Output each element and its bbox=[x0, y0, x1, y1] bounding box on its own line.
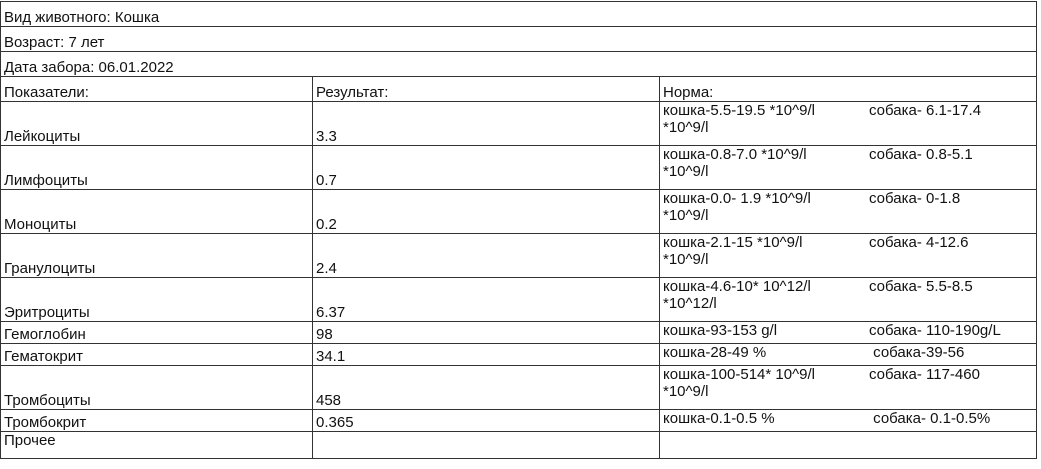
cat-norm: кошка-100-514* 10^9/l bbox=[663, 366, 815, 384]
result-value: 0.7 bbox=[312, 145, 660, 190]
cat-norm: кошка-2.1-15 *10^9/l bbox=[663, 234, 803, 252]
table-row: Моноциты 0.2 кошка-0.0- 1.9 *10^9/l собак… bbox=[0, 189, 1037, 234]
norm-cell: кошка-93-153 g/l собака- 110-190g/L bbox=[659, 321, 1037, 344]
norm-cell: кошка-2.1-15 *10^9/l собака- 4-12.6 *10^9/… bbox=[659, 233, 1037, 278]
table-row: Тромбоциты 458 кошка-100-514* 10^9/l соба… bbox=[0, 365, 1037, 410]
norm-cell: кошка-100-514* 10^9/l собака- 117-460 *10^… bbox=[659, 365, 1037, 410]
norm-unit: *10^12/l bbox=[663, 295, 717, 312]
cat-norm: кошка-0.8-7.0 *10^9/l bbox=[663, 146, 807, 164]
header-row: Показатели: Результат: Норма: bbox=[0, 76, 1037, 102]
dog-norm: собака- 0.8-5.1 bbox=[869, 146, 973, 164]
indicator-name: Лимфоциты bbox=[0, 145, 313, 190]
result-value: 0.2 bbox=[312, 189, 660, 234]
norm-cell: кошка-0.1-0.5 % собака- 0.1-0.5% bbox=[659, 409, 1037, 432]
norm-cell: кошка-0.0- 1.9 *10^9/l собака- 0-1.8 *10^9… bbox=[659, 189, 1037, 234]
dog-norm: собака- 5.5-8.5 bbox=[869, 278, 973, 296]
result-value: 3.3 bbox=[312, 101, 660, 146]
species-cell: Вид животного: Кошка bbox=[0, 1, 1037, 27]
date-cell: Дата забора: 06.01.2022 bbox=[0, 51, 1037, 77]
norm-unit: *10^9/l bbox=[663, 207, 709, 224]
age-cell: Возраст: 7 лет bbox=[0, 26, 1037, 52]
result-value: 0.365 bbox=[312, 409, 660, 432]
norm-unit: *10^9/l bbox=[663, 383, 709, 400]
header-norm: Норма: bbox=[659, 76, 1037, 102]
result-value: 2.4 bbox=[312, 233, 660, 278]
dog-norm: собака- 0.1-0.5% bbox=[869, 410, 991, 428]
table-row: Эритроциты 6.37 кошка-4.6-10* 10^12/l соб… bbox=[0, 277, 1037, 322]
dog-norm: собака- 4-12.6 bbox=[869, 234, 969, 252]
result-value: 458 bbox=[312, 365, 660, 410]
indicator-name: Тромбокрит bbox=[0, 409, 313, 432]
dog-norm: собака- 117-460 bbox=[869, 366, 980, 384]
header-indicator: Показатели: bbox=[0, 76, 313, 102]
cat-norm: кошка-5.5-19.5 *10^9/l bbox=[663, 102, 815, 120]
indicator-name: Моноциты bbox=[0, 189, 313, 234]
indicator-name: Лейкоциты bbox=[0, 101, 313, 146]
table-row: Тромбокрит 0.365 кошка-0.1-0.5 % собака-… bbox=[0, 409, 1037, 432]
indicator-name: Тромбоциты bbox=[0, 365, 313, 410]
table-row: Гематокрит 34.1 кошка-28-49 % собака-39-… bbox=[0, 343, 1037, 366]
dog-norm: собака- 0-1.8 bbox=[869, 190, 961, 208]
indicator-name: Гранулоциты bbox=[0, 233, 313, 278]
indicator-name: Прочее bbox=[0, 431, 313, 459]
dog-norm: собака- 6.1-17.4 bbox=[869, 102, 982, 120]
table-row: Лейкоциты 3.3 кошка-5.5-19.5 *10^9/l соба… bbox=[0, 101, 1037, 146]
result-value: 34.1 bbox=[312, 343, 660, 366]
norm-cell: кошка-4.6-10* 10^12/l собака- 5.5-8.5 *10^… bbox=[659, 277, 1037, 322]
table-row: Гемоглобин 98 кошка-93-153 g/l собака- 11… bbox=[0, 321, 1037, 344]
norm-cell bbox=[659, 431, 1037, 459]
result-value bbox=[312, 431, 660, 459]
blood-test-table: Вид животного: Кошка Возраст: 7 лет Дата… bbox=[0, 1, 1037, 459]
cat-norm: кошка-4.6-10* 10^12/l bbox=[663, 278, 811, 296]
dog-norm: собака- 110-190g/L bbox=[869, 322, 1001, 340]
norm-cell: кошка-28-49 % собака-39-56 bbox=[659, 343, 1037, 366]
result-value: 6.37 bbox=[312, 277, 660, 322]
norm-unit: *10^9/l bbox=[663, 119, 709, 136]
cat-norm: кошка-28-49 % bbox=[663, 344, 767, 362]
dog-norm: собака-39-56 bbox=[869, 344, 965, 362]
norm-unit: *10^9/l bbox=[663, 163, 709, 180]
table-row: Гранулоциты 2.4 кошка-2.1-15 *10^9/l соба… bbox=[0, 233, 1037, 278]
table-row: Лимфоциты 0.7 кошка-0.8-7.0 *10^9/l собак… bbox=[0, 145, 1037, 190]
norm-cell: кошка-5.5-19.5 *10^9/l собака- 6.1-17.4 *1… bbox=[659, 101, 1037, 146]
cat-norm: кошка-0.0- 1.9 *10^9/l bbox=[663, 190, 811, 208]
result-value: 98 bbox=[312, 321, 660, 344]
indicator-name: Эритроциты bbox=[0, 277, 313, 322]
indicator-name: Гематокрит bbox=[0, 343, 313, 366]
cat-norm: кошка-0.1-0.5 % bbox=[663, 410, 775, 428]
norm-cell: кошка-0.8-7.0 *10^9/l собака- 0.8-5.1 *10^… bbox=[659, 145, 1037, 190]
cat-norm: кошка-93-153 g/l bbox=[663, 322, 778, 340]
indicator-name: Гемоглобин bbox=[0, 321, 313, 344]
table-row: Прочее bbox=[0, 431, 1037, 459]
norm-unit: *10^9/l bbox=[663, 251, 709, 268]
header-result: Результат: bbox=[312, 76, 660, 102]
